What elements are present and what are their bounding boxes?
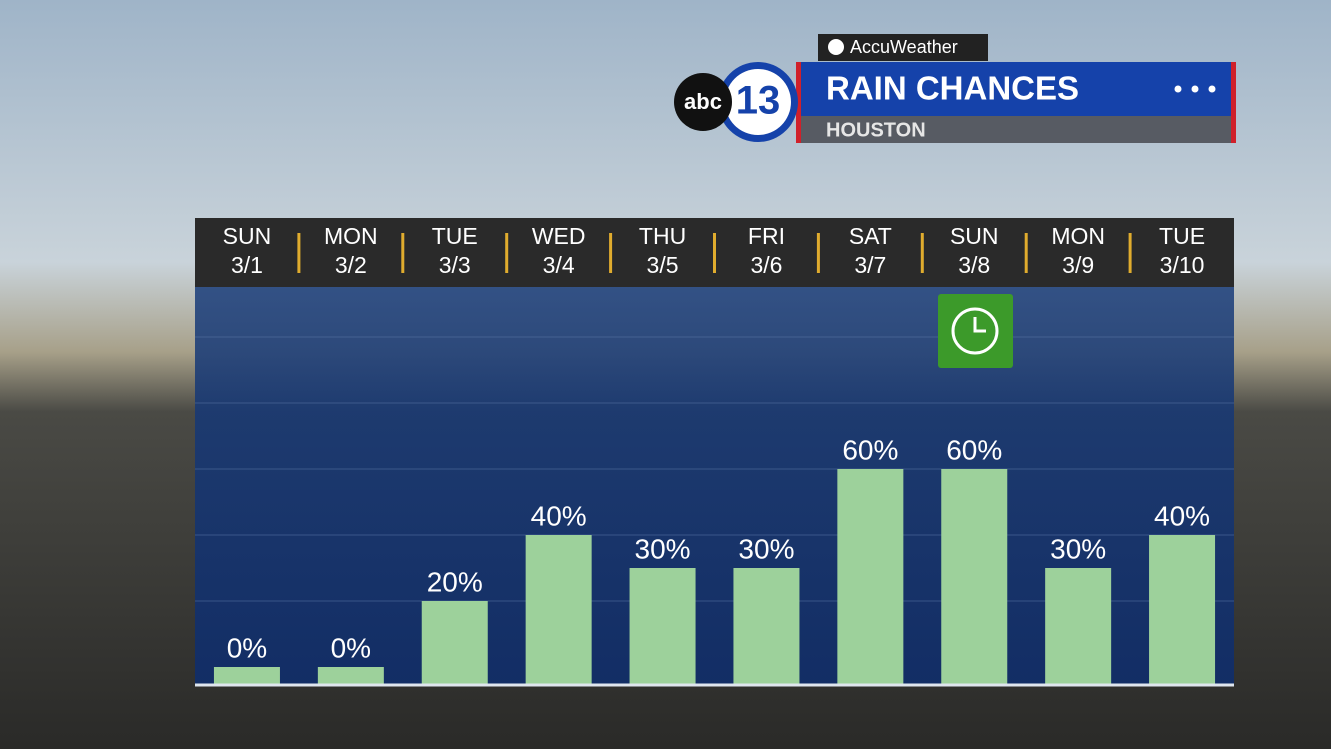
menu-dot: [1191, 85, 1199, 93]
logo-13: [725, 69, 791, 135]
bar: [629, 568, 696, 685]
chart: SUN 3/1 0% MON 3/2 0% TUE 3/3 20% WED 3/4 40% THU 3/5…: [195, 223, 1234, 687]
date-label: 3/4: [543, 252, 575, 278]
value-label: 0%: [331, 632, 371, 663]
value-label: 0%: [227, 632, 267, 663]
value-label: 30%: [1050, 533, 1106, 564]
day-label: FRI: [748, 223, 785, 249]
day-label: TUE: [1159, 223, 1205, 249]
value-label: 30%: [738, 533, 794, 564]
bar: [1149, 535, 1216, 685]
chart-title: RAIN CHANCES: [826, 70, 1079, 107]
value-label: 30%: [635, 533, 691, 564]
bar: [421, 601, 488, 685]
day-label: MON: [1051, 223, 1105, 249]
title-box: [800, 62, 1233, 116]
provider-box: [818, 34, 988, 61]
day-label: MON: [324, 223, 378, 249]
value-label: 60%: [946, 434, 1002, 465]
date-label: 3/8: [958, 252, 990, 278]
bar: [733, 568, 800, 685]
subtitle-box: [800, 116, 1233, 143]
date-label: 3/1: [231, 252, 263, 278]
provider-icon: [828, 39, 844, 55]
logo-abc: [674, 73, 732, 131]
provider: AccuWeather: [850, 37, 958, 57]
date-label: 3/2: [335, 252, 367, 278]
date-label: 3/7: [854, 252, 886, 278]
time-icon-hands: [973, 317, 986, 333]
logo-channel: 13: [736, 79, 781, 123]
logo-network: abc: [684, 89, 722, 114]
day-label: THU: [639, 223, 686, 249]
value-label: 40%: [531, 500, 587, 531]
menu-dot: [1208, 85, 1216, 93]
bar: [213, 667, 280, 685]
date-label: 3/3: [439, 252, 471, 278]
accent-stripe: [796, 62, 801, 143]
bar: [317, 667, 384, 685]
menu-dot: [1174, 85, 1182, 93]
time-icon-clock: [951, 307, 999, 355]
date-label: 3/5: [647, 252, 679, 278]
accent-stripe: [1231, 62, 1236, 143]
day-label: SUN: [223, 223, 272, 249]
day-label: TUE: [432, 223, 478, 249]
date-label: 3/9: [1062, 252, 1094, 278]
bar: [941, 469, 1008, 685]
bar: [837, 469, 904, 685]
value-label: 40%: [1154, 500, 1210, 531]
bar: [1045, 568, 1112, 685]
bar: [525, 535, 592, 685]
chart-subtitle: HOUSTON: [826, 119, 926, 141]
value-label: 60%: [842, 434, 898, 465]
day-label: WED: [532, 223, 586, 249]
value-label: 20%: [427, 566, 483, 597]
day-label: SUN: [950, 223, 999, 249]
date-label: 3/6: [750, 252, 782, 278]
day-label: SAT: [849, 223, 892, 249]
date-label: 3/10: [1160, 252, 1205, 278]
